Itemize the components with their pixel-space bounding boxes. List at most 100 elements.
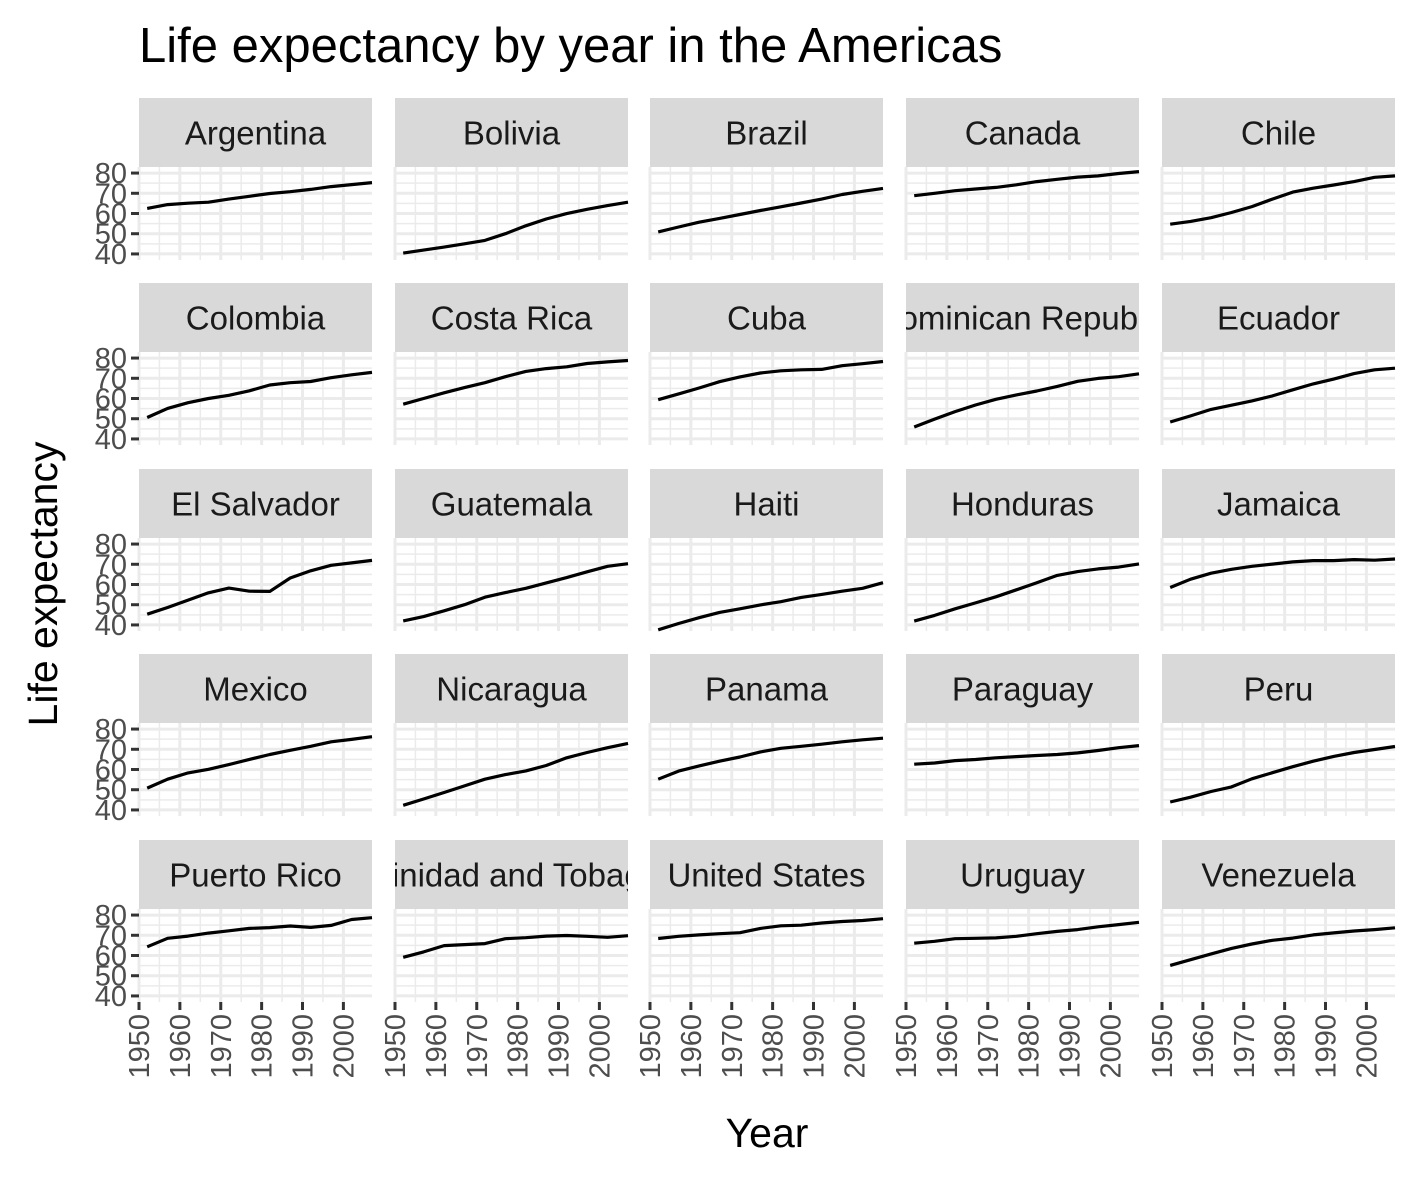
x-tick-label: 2000 bbox=[328, 1014, 360, 1079]
x-tick-label: 1960 bbox=[932, 1014, 964, 1079]
y-tick-label: 60 bbox=[95, 570, 127, 602]
grid-lines bbox=[1160, 167, 1395, 260]
y-tick-label: 60 bbox=[95, 199, 127, 231]
y-tick-label: 40 bbox=[95, 424, 127, 456]
grid-lines bbox=[1160, 909, 1395, 1002]
y-tick-label: 70 bbox=[95, 734, 127, 766]
facet-strip-label: Nicaragua bbox=[436, 671, 587, 708]
facet-strip-label: Honduras bbox=[951, 486, 1094, 523]
y-tick-label: 80 bbox=[95, 158, 127, 190]
facet-strip bbox=[906, 283, 1139, 352]
facet-strip-label: Chile bbox=[1241, 115, 1316, 152]
x-tick-label: 2000 bbox=[584, 1014, 616, 1079]
y-tick-label: 50 bbox=[95, 404, 127, 436]
facet-uruguay: Uruguay 1950 1960 1970 1980 1990 2000 bbox=[891, 840, 1140, 1079]
series-line-guatemala bbox=[402, 562, 629, 623]
x-tick-label: 1950 bbox=[635, 1014, 667, 1079]
x-tick-label: 2000 bbox=[839, 1014, 871, 1079]
facet-strip bbox=[1162, 469, 1395, 538]
y-tick-label: 80 bbox=[95, 529, 127, 561]
x-tick-label: 1990 bbox=[1311, 1014, 1343, 1079]
facet-strip bbox=[395, 654, 628, 723]
x-tick-label: 1970 bbox=[462, 1014, 494, 1079]
facet-strip bbox=[139, 98, 372, 167]
facet-strip bbox=[906, 98, 1139, 167]
y-tick-label: 40 bbox=[95, 795, 127, 827]
x-axis-title: Year bbox=[726, 1110, 809, 1156]
facet-strip bbox=[139, 469, 372, 538]
series-line-canada bbox=[914, 170, 1140, 198]
y-tick-label: 40 bbox=[95, 610, 127, 642]
x-tick-label: 1950 bbox=[124, 1014, 156, 1079]
y-tick-label: 70 bbox=[95, 920, 127, 952]
facet-strip bbox=[906, 469, 1139, 538]
series-line-costa-rica bbox=[402, 358, 629, 406]
y-tick-label: 60 bbox=[95, 941, 127, 973]
x-tick-label: 1990 bbox=[799, 1014, 831, 1079]
grid-lines bbox=[904, 723, 1139, 816]
x-tick-label: 1980 bbox=[1014, 1014, 1046, 1079]
facet-strip-label: Panama bbox=[705, 671, 829, 708]
facet-strip bbox=[395, 840, 628, 909]
facet-strip bbox=[650, 469, 883, 538]
x-tick-label: 1980 bbox=[247, 1014, 279, 1079]
series-line-trinidad-and-tobago bbox=[402, 933, 629, 959]
facet-strip-label: Haiti bbox=[733, 486, 799, 523]
grid-lines bbox=[393, 909, 628, 1002]
facet-strip-label: Uruguay bbox=[960, 857, 1085, 894]
grid-lines bbox=[393, 167, 628, 260]
x-tick-label: 1950 bbox=[380, 1014, 412, 1079]
series-line-puerto-rico bbox=[146, 916, 373, 949]
facet-trinidad-and-tobago: Trinidad and Tobago 1950 1960 1970 1980 1990 2… bbox=[380, 840, 629, 1079]
series-line-cuba bbox=[657, 359, 884, 402]
series-line-nicaragua bbox=[402, 741, 629, 807]
facet-strip bbox=[650, 98, 883, 167]
series-line-dominican-republic bbox=[913, 372, 1140, 429]
facet-strip bbox=[1162, 654, 1395, 723]
facet-strip bbox=[906, 840, 1139, 909]
x-tick-label: 1990 bbox=[1055, 1014, 1087, 1079]
facet-strip-label: Jamaica bbox=[1217, 486, 1341, 523]
series-line-paraguay bbox=[914, 744, 1140, 766]
grid-lines bbox=[648, 352, 883, 445]
series-line-bolivia bbox=[402, 200, 629, 255]
grid-lines bbox=[904, 352, 1139, 445]
grid-lines bbox=[393, 352, 628, 445]
grid-lines bbox=[137, 723, 372, 816]
facet-strip bbox=[650, 654, 883, 723]
facet-strip-label: Argentina bbox=[185, 115, 327, 152]
facet-honduras: Honduras bbox=[904, 469, 1140, 631]
facet-strip-label: Canada bbox=[965, 115, 1081, 152]
facet-peru: Peru bbox=[1160, 654, 1396, 816]
x-tick-label: 1980 bbox=[1270, 1014, 1302, 1079]
grid-lines bbox=[137, 909, 372, 1002]
y-tick-label: 40 bbox=[95, 981, 127, 1013]
chart-title: Life expectancy by year in the Americas bbox=[139, 19, 1002, 73]
facet-strip-label: Puerto Rico bbox=[169, 857, 341, 894]
y-tick-label: 80 bbox=[95, 900, 127, 932]
grid-lines bbox=[904, 538, 1139, 631]
series-line-el-salvador bbox=[146, 558, 373, 616]
facet-brazil: Brazil bbox=[648, 98, 884, 260]
x-axis: 1950 1960 1970 1980 1990 2000 bbox=[635, 1002, 871, 1079]
facet-strip-label: Ecuador bbox=[1217, 300, 1340, 337]
y-tick-label: 70 bbox=[95, 549, 127, 581]
facet-strip bbox=[1162, 98, 1395, 167]
grid-lines bbox=[904, 909, 1139, 1002]
y-tick-label: 50 bbox=[95, 219, 127, 251]
facet-strip bbox=[139, 283, 372, 352]
facet-haiti: Haiti bbox=[648, 469, 884, 632]
x-tick-label: 1990 bbox=[288, 1014, 320, 1079]
series-line-mexico bbox=[146, 735, 373, 790]
y-tick-label: 70 bbox=[95, 178, 127, 210]
x-axis: 1950 1960 1970 1980 1990 2000 bbox=[124, 1002, 360, 1079]
grid-lines bbox=[393, 538, 628, 631]
